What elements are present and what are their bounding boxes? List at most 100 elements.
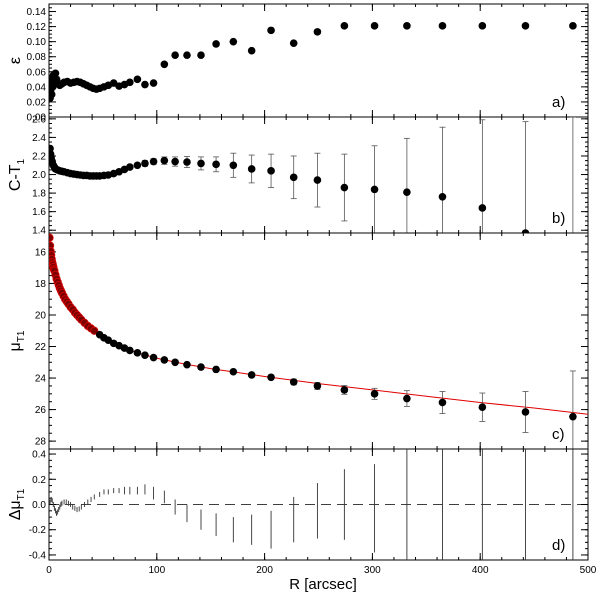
y-axis-label-subscript: T1 bbox=[16, 488, 27, 500]
data-point bbox=[171, 51, 179, 60]
data-point bbox=[183, 360, 191, 369]
y-axis-label: ΔμT1 bbox=[7, 488, 27, 520]
data-point bbox=[478, 22, 487, 30]
data-point bbox=[403, 22, 411, 30]
data-point bbox=[521, 229, 530, 233]
panel-c-surface-brightness: 16 18 20 22 24 26 28 μT1 c) bbox=[7, 232, 589, 450]
data-point bbox=[267, 167, 275, 175]
y-tick-label: 0.04 bbox=[27, 82, 47, 93]
data-point bbox=[313, 28, 322, 36]
y-tick-label: 24 bbox=[35, 374, 47, 385]
data-point bbox=[438, 22, 447, 30]
y-tick-label: 2.6 bbox=[32, 114, 46, 125]
data-point bbox=[160, 156, 169, 165]
x-tick-label: 0 bbox=[46, 565, 52, 576]
y-tick-label: 0.08 bbox=[27, 52, 47, 63]
x-tick-label: 200 bbox=[256, 565, 273, 576]
y-tick-label: 0.2 bbox=[32, 475, 46, 486]
data-point bbox=[370, 185, 379, 194]
y-axis-label-subscript: 1 bbox=[16, 158, 27, 164]
y-tick-label: 28 bbox=[35, 437, 47, 448]
data-point bbox=[247, 371, 256, 379]
data-point bbox=[478, 403, 487, 412]
data-point bbox=[569, 22, 577, 30]
data-point bbox=[370, 22, 379, 30]
data-point bbox=[229, 367, 238, 376]
data-point bbox=[289, 173, 298, 182]
data-point bbox=[289, 378, 298, 386]
data-point bbox=[126, 346, 134, 355]
y-tick-label: 22 bbox=[35, 342, 47, 353]
data-point bbox=[267, 26, 275, 35]
y-tick-label: 2.0 bbox=[32, 170, 46, 181]
data-point bbox=[212, 365, 220, 374]
data-point bbox=[160, 60, 169, 69]
data-point bbox=[478, 204, 487, 212]
y-tick-label: -0.2 bbox=[29, 525, 47, 536]
data-layer bbox=[49, 233, 588, 449]
y-tick-label: 1.6 bbox=[32, 207, 46, 218]
data-point bbox=[171, 358, 179, 367]
panel-label: b) bbox=[552, 210, 565, 227]
data-point bbox=[313, 382, 322, 390]
data-point bbox=[340, 22, 349, 30]
panel-label: a) bbox=[552, 94, 565, 111]
data-point bbox=[160, 356, 169, 364]
data-point bbox=[521, 22, 530, 30]
data-point bbox=[521, 408, 530, 416]
y-axis-label: C-T1 bbox=[7, 158, 27, 191]
data-layer bbox=[49, 22, 577, 102]
y-tick-label: 26 bbox=[35, 405, 47, 416]
data-point bbox=[183, 158, 191, 166]
panel-frame bbox=[48, 3, 589, 118]
data-point bbox=[438, 398, 447, 407]
y-axis-label: μT1 bbox=[7, 330, 27, 351]
y-tick-label: 2.4 bbox=[32, 133, 46, 144]
y-tick-label: 16 bbox=[35, 247, 47, 258]
y-tick-label: 20 bbox=[35, 310, 47, 321]
data-point bbox=[267, 373, 275, 382]
y-tick-label: 0.00 bbox=[27, 113, 47, 124]
data-point bbox=[197, 363, 205, 371]
panel-b-color: 1.4 1.6 1.8 2.0 2.2 2.4 2.6 C-T1 b) bbox=[7, 114, 589, 237]
data-point bbox=[149, 79, 158, 87]
data-point bbox=[197, 159, 205, 168]
data-point bbox=[229, 37, 238, 46]
y-tick-label: 1.4 bbox=[32, 226, 46, 237]
data-point bbox=[49, 90, 56, 99]
data-point bbox=[183, 51, 191, 60]
y-axis-label: ε bbox=[7, 57, 24, 64]
data-layer bbox=[49, 117, 576, 233]
data-point bbox=[126, 163, 134, 171]
data-point bbox=[49, 233, 54, 242]
data-point bbox=[51, 69, 60, 78]
data-point bbox=[149, 353, 158, 362]
y-tick-label: 0.0 bbox=[32, 500, 46, 511]
y-tick-label: 18 bbox=[35, 279, 47, 290]
y-tick-label: 0.02 bbox=[27, 97, 47, 108]
y-tick-label: 0.4 bbox=[32, 450, 46, 461]
y-axis-label-subscript: T1 bbox=[16, 330, 27, 342]
y-tick-label: 0.06 bbox=[27, 67, 47, 78]
data-point bbox=[247, 46, 256, 55]
x-tick-label: 500 bbox=[580, 565, 597, 576]
data-point bbox=[340, 183, 349, 192]
data-point bbox=[403, 394, 411, 403]
y-tick-label: 1.8 bbox=[32, 189, 46, 200]
data-point bbox=[149, 157, 158, 166]
data-point bbox=[133, 349, 142, 357]
data-point bbox=[90, 326, 99, 335]
panel-label: d) bbox=[552, 537, 565, 554]
data-point bbox=[133, 161, 142, 170]
data-point bbox=[569, 412, 577, 421]
x-tick-label: 400 bbox=[472, 565, 489, 576]
data-point bbox=[229, 161, 238, 170]
panel-label: c) bbox=[552, 426, 565, 443]
data-point bbox=[197, 51, 205, 60]
y-tick-label: -0.4 bbox=[29, 550, 47, 561]
data-point bbox=[247, 165, 256, 173]
data-point bbox=[133, 75, 142, 84]
x-tick-label: 300 bbox=[364, 565, 381, 576]
panel-d-residuals: -0.4 -0.2 0.0 0.2 0.4 ΔμT1 d) 0 100 200 300 400 500 bbox=[7, 448, 597, 576]
